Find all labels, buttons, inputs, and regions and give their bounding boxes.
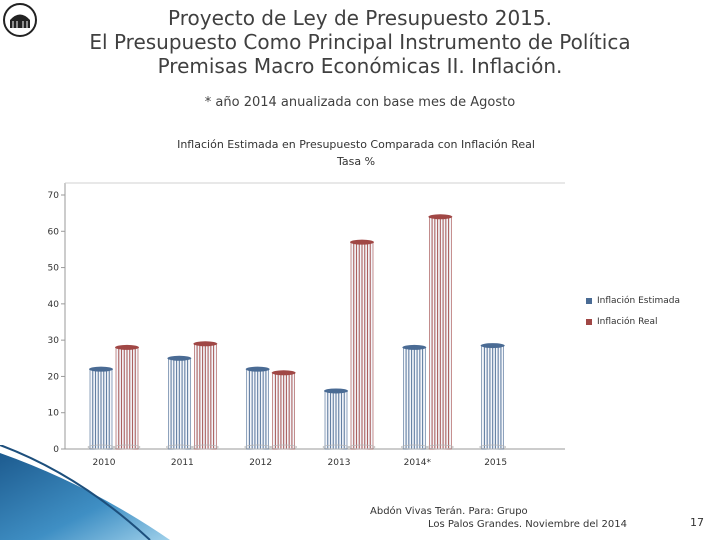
bar-base [479, 444, 507, 450]
x-tick-label: 2015 [484, 458, 507, 468]
bar-real-2012 [270, 370, 298, 450]
title-line-1: Proyecto de Ley de Presupuesto 2015. [168, 6, 552, 30]
chart-legend: Inflación Estimada Inflación Real [586, 290, 680, 332]
y-tick-label: 50 [48, 264, 60, 274]
bar-base [191, 444, 219, 450]
x-tick-label: 2010 [93, 458, 116, 468]
x-tick-label: 2011 [171, 458, 194, 468]
slide-title: Proyecto de Ley de Presupuesto 2015. El … [0, 6, 720, 78]
x-tick-label: 2013 [328, 458, 351, 468]
bar-cap [89, 366, 113, 372]
bar-estimada-2013 [322, 388, 350, 450]
bar-cap [115, 344, 139, 350]
y-tick-label: 60 [48, 227, 60, 237]
footer-line-2: Los Palos Grandes. Noviembre del 2014 [428, 519, 627, 530]
logo-icon [3, 3, 37, 37]
bar-cap [271, 370, 296, 376]
legend-label-estimada: Inflación Estimada [597, 295, 680, 306]
bar-cap [193, 341, 218, 347]
footer-credit: Abdón Vivas Terán. Para: Grupo Los Palos… [360, 505, 640, 531]
bar-estimada-2010 [87, 366, 115, 450]
bar-base [426, 444, 454, 450]
title-line-2: El Presupuesto Como Principal Instrument… [89, 30, 631, 54]
chart-subtitle: Tasa % [336, 155, 376, 168]
legend-item-real: Inflación Real [586, 311, 680, 332]
legend-swatch-real [586, 318, 592, 325]
bar-base [113, 444, 141, 450]
footer-line-1: Abdón Vivas Terán. Para: Grupo [370, 506, 528, 517]
y-tick-label: 40 [48, 300, 60, 310]
x-tick-label: 2014* [404, 458, 432, 468]
bar-cap [324, 388, 348, 394]
bar-base [348, 444, 376, 450]
bar-real-2014 [426, 214, 454, 450]
chart-title-block: Inflación Estimada en Presupuesto Compar… [0, 136, 712, 170]
bar-cap [350, 239, 374, 245]
y-tick-label: 20 [48, 372, 60, 382]
y-tick-label: 30 [48, 336, 60, 346]
page-number: 17 [690, 516, 704, 529]
bar-cap [402, 344, 427, 350]
decorative-swoosh [0, 445, 170, 540]
y-tick-label: 10 [48, 409, 60, 419]
chart-title: Inflación Estimada en Presupuesto Compar… [177, 138, 535, 151]
title-line-3: Premisas Macro Económicas II. Inflación. [157, 54, 563, 78]
legend-item-estimada: Inflación Estimada [586, 290, 680, 311]
annualization-note: * año 2014 anualizada con base mes de Ag… [204, 95, 516, 110]
y-tick-label: 0 [53, 445, 59, 455]
bar-estimada-2014 [400, 344, 428, 450]
legend-swatch-estimada [586, 297, 592, 304]
bar-cap [480, 343, 505, 349]
bar-real-2010 [113, 344, 141, 450]
y-tick-label: 70 [48, 191, 60, 201]
bar-cap [245, 366, 270, 372]
chart-bars [87, 214, 507, 450]
bar-estimada-2011 [165, 355, 193, 450]
bar-cap [428, 214, 453, 220]
bar-real-2011 [191, 341, 219, 450]
bar-estimada-2015 [479, 343, 507, 450]
x-tick-label: 2012 [249, 458, 272, 468]
bar-cap [167, 355, 192, 361]
bar-base [270, 444, 298, 450]
legend-label-real: Inflación Real [597, 316, 658, 327]
chart-ticks: 0 10 20 30 40 50 60 70 2010 2011 2012 2013 2014* 2015 [48, 191, 508, 468]
bar-estimada-2012 [244, 366, 272, 450]
bar-real-2013 [348, 239, 376, 450]
